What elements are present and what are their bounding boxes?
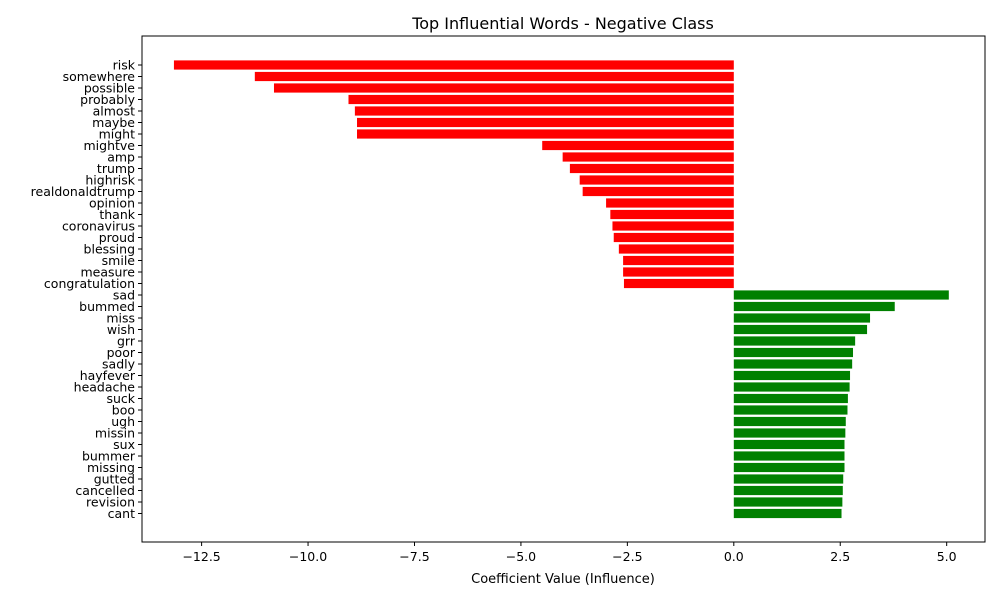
bar-possible bbox=[273, 83, 734, 93]
y-tick-label: bummed bbox=[79, 299, 135, 314]
x-tick-label: −12.5 bbox=[182, 549, 220, 564]
y-tick-label: smile bbox=[102, 253, 136, 268]
y-tick-label: maybe bbox=[92, 115, 135, 130]
y-tick-label: highrisk bbox=[85, 172, 135, 187]
bar-congratulation bbox=[623, 278, 734, 289]
bar-thank bbox=[610, 209, 734, 220]
y-tick-label: measure bbox=[80, 264, 135, 279]
y-tick-label: might bbox=[99, 126, 136, 141]
y-tick-label: proud bbox=[99, 230, 135, 245]
bar-headache bbox=[733, 382, 850, 392]
y-tick-label: sadly bbox=[102, 356, 136, 371]
y-tick-label: possible bbox=[84, 80, 135, 95]
x-tick-label: −5.0 bbox=[506, 549, 536, 564]
y-tick-label: hayfever bbox=[80, 368, 136, 383]
bar-missing bbox=[733, 462, 845, 473]
bar-trump bbox=[569, 163, 734, 174]
bar-revision bbox=[733, 497, 843, 507]
bar-boo bbox=[733, 405, 848, 415]
y-tick-label: cant bbox=[108, 506, 135, 521]
bar-grr bbox=[733, 336, 856, 346]
y-tick-label: mightve bbox=[84, 138, 136, 153]
y-tick-label: wish bbox=[107, 322, 135, 337]
x-tick-label: 5.0 bbox=[937, 549, 957, 564]
y-tick-label: sux bbox=[113, 437, 135, 452]
y-tick-label: bummer bbox=[82, 448, 136, 463]
bar-hayfever bbox=[733, 370, 851, 381]
bar-cancelled bbox=[733, 485, 843, 496]
bar-mightve bbox=[542, 140, 734, 151]
bar-might bbox=[357, 129, 734, 139]
y-tick-label: opinion bbox=[89, 195, 135, 210]
plot-frame bbox=[141, 35, 986, 543]
bar-somewhere bbox=[254, 71, 734, 82]
x-tick-label: 2.5 bbox=[830, 549, 850, 564]
y-tick-label: thank bbox=[99, 207, 135, 222]
bars-layer bbox=[173, 60, 949, 519]
x-axis-label: Coefficient Value (Influence) bbox=[471, 572, 655, 587]
y-tick-label: risk bbox=[113, 57, 136, 72]
y-tick-label: trump bbox=[97, 161, 135, 176]
y-tick-label: probably bbox=[80, 92, 135, 107]
bar-risk bbox=[173, 60, 734, 70]
bar-poor bbox=[733, 347, 854, 358]
y-tick-label: headache bbox=[74, 379, 136, 394]
bar-coronavirus bbox=[612, 221, 734, 231]
bar-bummed bbox=[733, 301, 895, 312]
x-tick-label: 0.0 bbox=[724, 549, 744, 564]
chart-title: Top Influential Words - Negative Class bbox=[411, 14, 714, 33]
bar-opinion bbox=[606, 198, 734, 208]
y-tick-label: poor bbox=[107, 345, 136, 360]
bar-amp bbox=[562, 152, 734, 162]
bar-proud bbox=[613, 232, 734, 243]
bar-probably bbox=[348, 94, 734, 105]
y-tick-label: boo bbox=[112, 402, 135, 417]
bar-sadly bbox=[733, 359, 853, 369]
x-tick-label: −10.0 bbox=[289, 549, 327, 564]
y-tick-label: congratulation bbox=[44, 276, 135, 291]
bar-highrisk bbox=[579, 175, 734, 185]
x-axis-ticks: −12.5 −10.0 −7.5 −5.0 −2.5 0.0 2.5 5.0 bbox=[182, 542, 957, 564]
bar-maybe bbox=[357, 117, 734, 128]
bar-measure bbox=[623, 267, 734, 277]
y-tick-label: somewhere bbox=[63, 69, 136, 84]
x-tick-label: −7.5 bbox=[399, 549, 429, 564]
y-tick-label: revision bbox=[86, 494, 135, 509]
y-tick-label: ugh bbox=[111, 414, 135, 429]
bar-sad bbox=[733, 290, 949, 300]
x-tick-label: −2.5 bbox=[612, 549, 642, 564]
bar-almost bbox=[354, 106, 734, 116]
bar-bummer bbox=[733, 451, 845, 461]
y-tick-label: blessing bbox=[84, 241, 135, 256]
bar-missin bbox=[733, 428, 846, 438]
y-tick-label: coronavirus bbox=[62, 218, 135, 233]
y-tick-label: missing bbox=[87, 460, 135, 475]
bar-gutted bbox=[733, 474, 844, 484]
y-tick-label: realdonaldtrump bbox=[31, 184, 135, 199]
y-tick-label: cancelled bbox=[75, 483, 135, 498]
bar-cant bbox=[733, 508, 842, 519]
bar-smile bbox=[623, 255, 734, 266]
y-tick-label: grr bbox=[117, 333, 136, 348]
y-tick-label: missin bbox=[95, 425, 135, 440]
bar-suck bbox=[733, 393, 848, 404]
y-tick-label: almost bbox=[93, 103, 135, 118]
y-tick-label: sad bbox=[113, 287, 135, 302]
y-tick-labels: risksomewherepossibleprobablyalmostmaybe… bbox=[31, 57, 142, 521]
bar-sux bbox=[733, 439, 845, 450]
y-tick-label: miss bbox=[106, 310, 135, 325]
bar-blessing bbox=[618, 244, 734, 254]
y-tick-label: suck bbox=[106, 391, 135, 406]
y-tick-label: gutted bbox=[94, 471, 135, 486]
bar-ugh bbox=[733, 416, 846, 427]
bar-realdonaldtrump bbox=[582, 186, 734, 197]
bar-wish bbox=[733, 324, 868, 335]
bar-miss bbox=[733, 313, 871, 323]
y-tick-label: amp bbox=[107, 149, 135, 164]
